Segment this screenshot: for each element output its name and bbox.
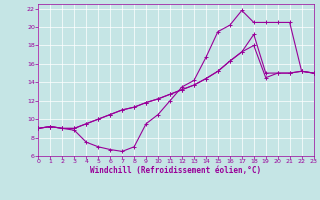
X-axis label: Windchill (Refroidissement éolien,°C): Windchill (Refroidissement éolien,°C) xyxy=(91,166,261,175)
